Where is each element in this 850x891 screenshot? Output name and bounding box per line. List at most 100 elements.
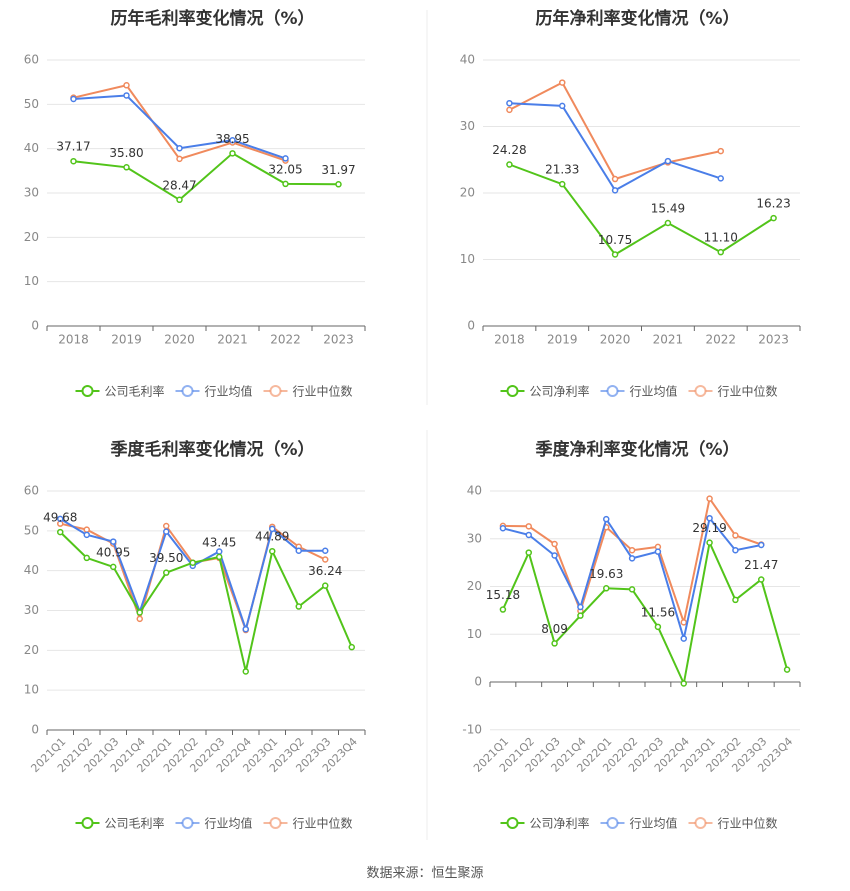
chart-title: 历年毛利率变化情况（%） [110, 8, 314, 29]
data-point-industry_median [551, 540, 558, 548]
data-point-industry_median [717, 147, 724, 155]
legend-marker [506, 817, 519, 829]
legend-label: 行业中位数 [718, 816, 778, 831]
data-label: 32.05 [268, 162, 302, 176]
data-label: 39.50 [149, 551, 183, 565]
legend-item-industry_median[interactable]: 行业中位数 [263, 384, 353, 399]
legend-marker [81, 817, 94, 829]
data-point-company [611, 251, 619, 258]
y-tick-label: 10 [24, 683, 39, 697]
data-point-industry_avg [717, 175, 724, 182]
legend-item-company[interactable]: 公司毛利率 [75, 816, 165, 831]
x-tick-label: 2019 [547, 333, 578, 347]
data-point-company [577, 612, 584, 619]
y-tick-label: 0 [31, 723, 39, 737]
data-point-industry_median [732, 532, 739, 539]
data-point-company [242, 668, 249, 675]
data-point-company [559, 180, 566, 188]
data-point-industry_avg [559, 102, 566, 110]
chart-annual-gross: 历年毛利率变化情况（%） 0 10 20 30 40 50 60 2018 2019 2020 202… [24, 8, 366, 399]
data-point-company [664, 219, 672, 227]
data-point-company [57, 528, 64, 536]
data-label: 15.18 [486, 588, 520, 602]
data-point-industry_avg [57, 515, 64, 523]
data-point-company [551, 640, 558, 647]
legend-item-industry_median[interactable]: 行业中位数 [688, 816, 778, 831]
data-point-company [654, 623, 662, 631]
data-point-company [269, 547, 276, 555]
data-point-industry_median [163, 522, 170, 530]
data-point-industry_median [525, 523, 532, 530]
legend-label: 行业中位数 [293, 384, 353, 399]
data-label: 31.97 [321, 163, 355, 177]
data-point-company [525, 549, 532, 556]
data-point-industry_avg [551, 552, 558, 559]
data-label: 49.68 [43, 511, 77, 525]
data-label: 35.80 [109, 146, 143, 160]
data-label: 43.45 [202, 535, 236, 549]
data-point-company [70, 157, 77, 165]
data-point-industry_avg [269, 525, 276, 533]
chart-quarterly-net: 季度净利率变化情况（%）-100102030402021Q12021Q22021… [462, 439, 801, 831]
y-tick-label: 20 [460, 186, 475, 200]
data-point-industry_avg [577, 603, 584, 611]
data-point-industry_median [506, 106, 513, 114]
data-point-industry_median [559, 79, 566, 86]
legend-item-company[interactable]: 公司净利率 [500, 384, 590, 399]
data-point-company [506, 161, 513, 168]
y-tick-label: 30 [24, 603, 39, 617]
legend-item-industry_avg[interactable]: 行业均值 [600, 384, 678, 399]
data-point-company [628, 586, 636, 593]
legend-marker [694, 817, 707, 829]
legend-item-industry_avg[interactable]: 行业均值 [175, 816, 253, 831]
legend-item-industry_median[interactable]: 行业中位数 [688, 384, 778, 399]
legend-item-industry_avg[interactable]: 行业均值 [175, 384, 253, 399]
data-label: 44.89 [255, 530, 289, 544]
data-point-industry_avg [295, 547, 302, 554]
data-point-industry_median [680, 619, 687, 626]
data-point-industry_avg [706, 514, 713, 522]
legend-marker [606, 385, 619, 397]
y-tick-label: 0 [474, 675, 482, 689]
data-point-industry_avg [603, 515, 610, 523]
data-point-industry_avg [216, 548, 223, 555]
data-point-company [110, 563, 117, 571]
data-point-company [680, 680, 687, 687]
data-point-industry_median [611, 175, 619, 183]
data-point-company [123, 164, 130, 171]
y-tick-label: 60 [24, 53, 39, 67]
legend-item-industry_median[interactable]: 行业中位数 [263, 816, 353, 831]
data-point-industry_avg [654, 548, 662, 555]
y-tick-label: 30 [460, 119, 475, 133]
data-point-company [322, 582, 329, 589]
data-point-industry_avg [664, 157, 672, 165]
data-point-industry_median [123, 82, 130, 89]
y-tick-label: 0 [31, 319, 39, 333]
x-tick-label: 2019 [111, 333, 142, 347]
y-tick-label: 40 [460, 53, 475, 67]
y-tick-label: 50 [24, 97, 39, 111]
y-tick-label: 20 [24, 643, 39, 657]
data-point-industry_avg [163, 528, 170, 535]
legend-item-company[interactable]: 公司毛利率 [75, 384, 165, 399]
series-industry_median [499, 495, 765, 627]
chart-annual-net: 历年净利率变化情况（%） 0 10 20 30 40 2018 2019 2020 2021 202… [460, 8, 801, 399]
legend-item-company[interactable]: 公司净利率 [500, 816, 590, 831]
legend-marker [694, 385, 707, 397]
data-point-company [717, 248, 724, 256]
legend-item-industry_avg[interactable]: 行业均值 [600, 816, 678, 831]
legend-marker [506, 385, 519, 397]
data-point-industry_median [136, 615, 143, 623]
data-point-industry_avg [70, 95, 77, 103]
data-point-company [770, 214, 777, 222]
y-tick-label: 30 [467, 531, 482, 545]
y-tick-label: -10 [462, 722, 482, 736]
y-tick-label: 20 [24, 230, 39, 244]
data-point-industry_avg [322, 547, 329, 554]
data-label: 40.95 [96, 545, 130, 559]
legend: 公司毛利率 行业均值 行业中位数 [75, 384, 353, 399]
data-label: 29.19 [692, 521, 726, 535]
legend-label: 公司净利率 [530, 384, 590, 399]
legend: 公司毛利率 行业均值 行业中位数 [75, 816, 353, 831]
